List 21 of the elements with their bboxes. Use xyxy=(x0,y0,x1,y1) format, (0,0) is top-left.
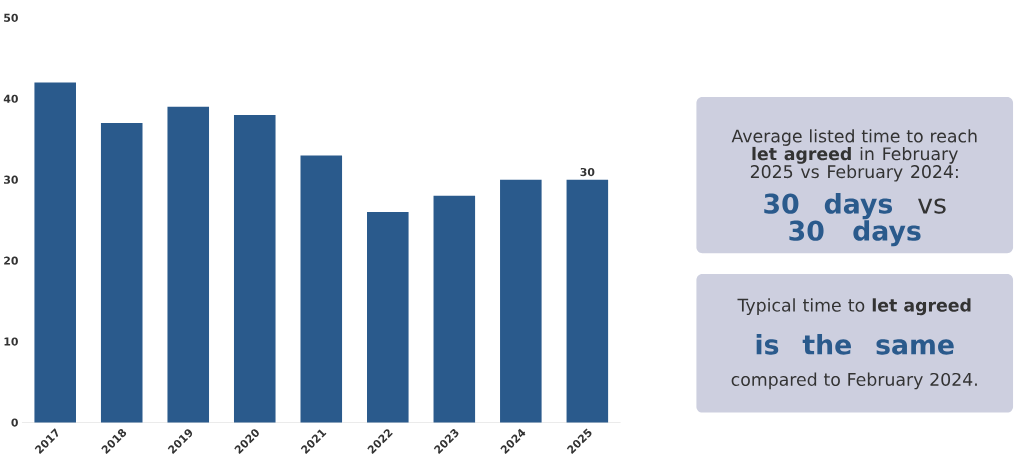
bar xyxy=(433,195,476,423)
bar xyxy=(233,114,276,423)
bar xyxy=(34,82,76,423)
data-label: 30 xyxy=(580,167,595,177)
y-tick-label: 20 xyxy=(4,256,18,265)
y-tick-label: 10 xyxy=(4,337,18,346)
text: is the same xyxy=(756,333,954,355)
text: 30 days vs 30 days xyxy=(764,193,946,247)
bar xyxy=(566,179,609,423)
text: compared to February 2024. xyxy=(731,372,977,390)
y-tick-label: 40 xyxy=(3,94,18,103)
text: Average listed time to reach let agreed in February 2025 vs February 2024: xyxy=(731,129,977,182)
bar xyxy=(500,179,542,423)
bar xyxy=(100,122,143,423)
bar xyxy=(167,106,210,423)
bar xyxy=(300,155,343,423)
y-tick-label: 50 xyxy=(4,13,18,22)
y-tick-label: 30 xyxy=(4,175,18,184)
y-tick-label: 0 xyxy=(11,418,18,427)
text: Typical time to let agreed xyxy=(737,298,971,316)
bar xyxy=(367,212,409,423)
